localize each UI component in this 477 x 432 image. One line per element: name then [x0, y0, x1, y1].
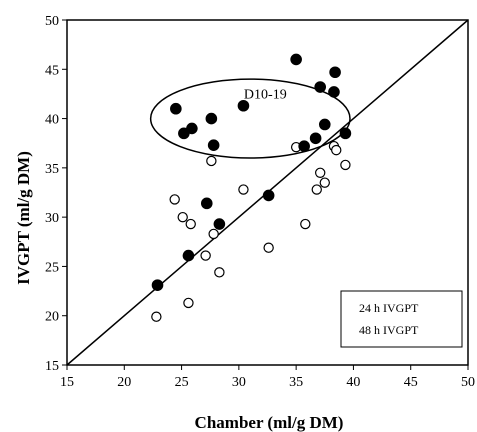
x-tick-label: 40: [346, 375, 360, 390]
series-48h: [151, 53, 352, 291]
axes: 15 20 25 30 35 40 45 50 15 20 25 30 35 40 45 50: [45, 14, 475, 390]
point-24h-open: [200, 250, 211, 261]
x-tick-label: 50: [461, 375, 475, 390]
x-axis-title: Chamber (ml/g DM): [195, 413, 344, 432]
point-48h-filled: [298, 140, 310, 152]
point-24h-open: [208, 228, 219, 240]
point-48h-filled: [329, 66, 341, 79]
y-tick-label: 35: [45, 162, 59, 177]
point-24h-open: [340, 159, 351, 171]
point-24h-open: [263, 242, 274, 253]
point-48h-filled: [207, 139, 220, 151]
point-48h-filled: [237, 99, 250, 112]
x-tick-label: 45: [404, 375, 418, 390]
x-tick-label: 30: [232, 375, 246, 390]
point-24h-open: [331, 144, 342, 156]
point-24h-open: [238, 184, 249, 195]
point-48h-filled: [151, 279, 164, 291]
point-48h-filled: [339, 127, 352, 140]
y-tick-label: 30: [45, 211, 59, 226]
y-tick-label: 20: [45, 310, 59, 325]
point-48h-filled: [314, 81, 327, 93]
point-48h-filled: [318, 118, 331, 131]
y-tick-label: 25: [45, 260, 59, 275]
point-24h-open: [151, 311, 162, 322]
legend-box: [340, 290, 463, 348]
point-24h-open: [311, 184, 322, 195]
x-tick-label: 20: [117, 375, 131, 390]
point-48h-filled: [328, 86, 340, 98]
point-48h-filled: [290, 53, 302, 66]
point-48h-filled: [205, 112, 218, 125]
annotation-ellipse: [149, 78, 351, 159]
data-points-layer: [151, 53, 352, 322]
point-24h-open: [319, 177, 330, 188]
point-24h-open: [169, 194, 180, 205]
annotation-label: D10-19: [244, 88, 287, 103]
point-24h-open: [177, 211, 188, 223]
point-24h-open: [315, 167, 326, 178]
y-tick-label: 45: [45, 63, 59, 78]
legend-label-24h: 24 h IVGPT: [359, 301, 419, 315]
point-24h-open: [206, 155, 217, 167]
point-48h-filled: [309, 132, 322, 145]
point-48h-filled: [200, 197, 213, 210]
series-24h: [151, 140, 351, 322]
point-24h-open: [183, 297, 194, 309]
plot-frame: [66, 19, 469, 366]
y-tick-label: 40: [45, 113, 59, 128]
point-24h-open: [300, 218, 311, 230]
point-48h-filled: [186, 122, 198, 135]
point-24h-open: [214, 267, 225, 278]
x-tick-label: 35: [289, 375, 303, 390]
legend-label-48h: 48 h IVGPT: [359, 323, 419, 337]
y-axis-title: IVGPT (ml/g DM): [14, 151, 33, 285]
x-tick-label: 15: [60, 375, 74, 390]
point-48h-filled: [262, 189, 275, 202]
point-48h-filled: [170, 102, 182, 115]
point-48h-filled: [213, 218, 226, 230]
annotation-layer: D10-19: [149, 78, 351, 159]
y-tick-label: 15: [45, 359, 59, 374]
legend: 24 h IVGPT 48 h IVGPT: [340, 290, 463, 348]
point-48h-filled: [182, 249, 195, 262]
y-tick-label: 50: [45, 14, 59, 29]
point-24h-open: [185, 218, 196, 230]
x-tick-label: 25: [175, 375, 189, 390]
